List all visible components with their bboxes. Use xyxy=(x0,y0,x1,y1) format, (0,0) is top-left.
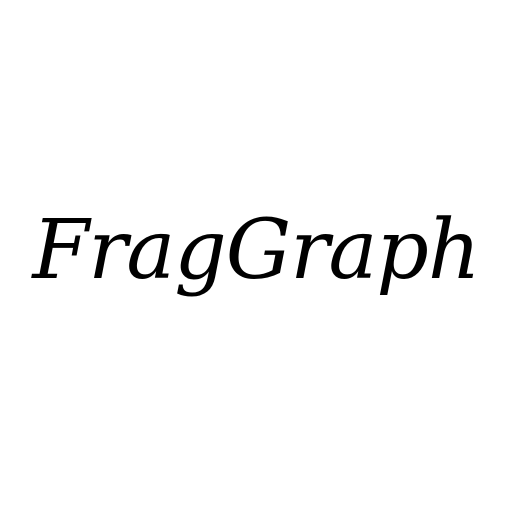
logo-wordmark: FragGraph xyxy=(32,203,480,298)
